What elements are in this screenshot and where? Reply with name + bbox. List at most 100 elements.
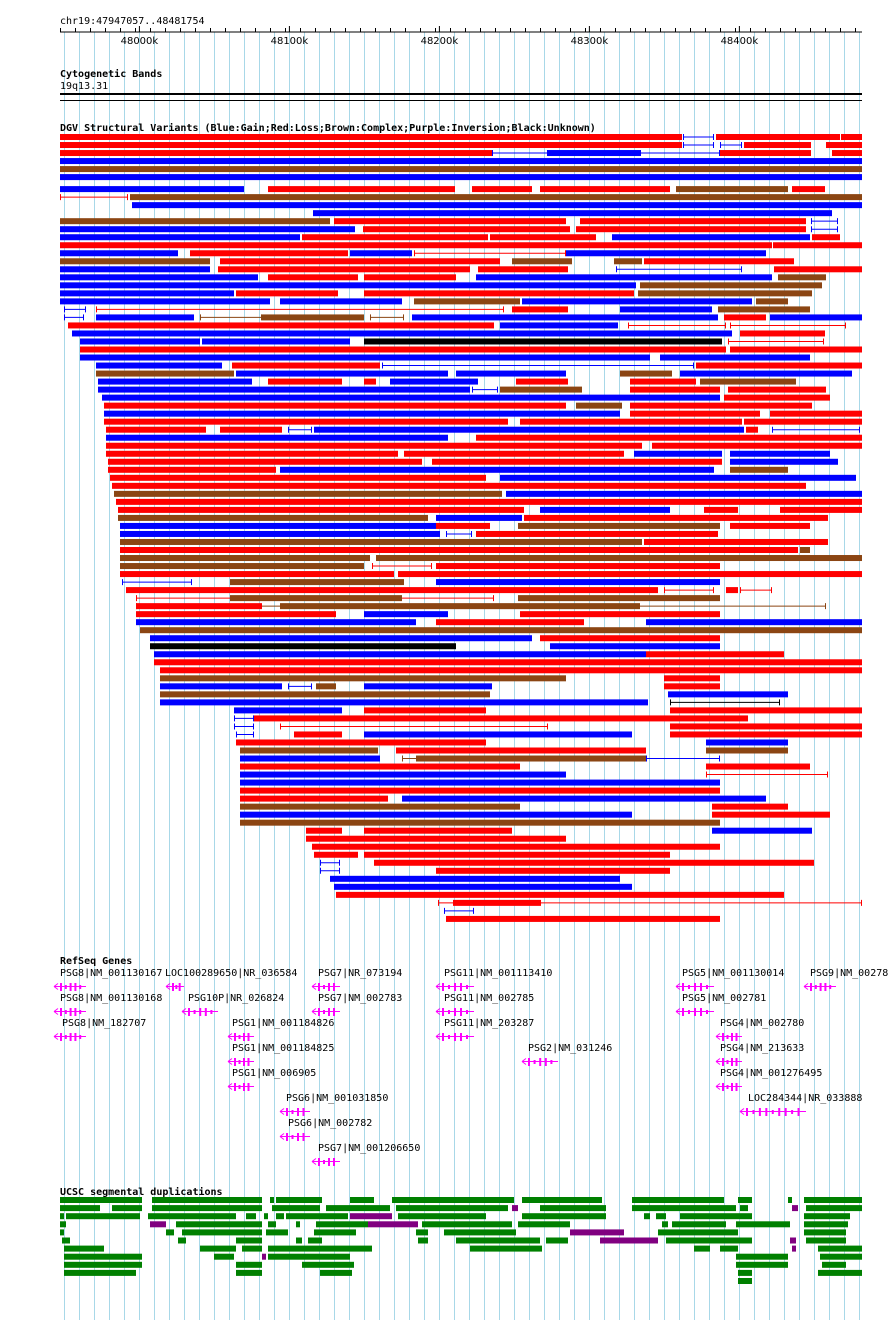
segmental-duplication[interactable]	[296, 1237, 302, 1244]
dgv-variant[interactable]	[60, 242, 772, 249]
dgv-variant[interactable]	[60, 298, 270, 305]
dgv-variant[interactable]	[506, 490, 862, 497]
gene-model[interactable]	[279, 1108, 310, 1116]
dgv-variant[interactable]	[330, 875, 620, 882]
dgv-variant[interactable]	[414, 298, 520, 305]
segmental-duplication[interactable]	[806, 1205, 862, 1212]
dgv-variant[interactable]	[60, 290, 234, 297]
dgv-variant[interactable]	[316, 683, 336, 690]
dgv-variant[interactable]	[720, 150, 811, 157]
dgv-variant[interactable]	[436, 522, 490, 529]
dgv-variant[interactable]	[336, 891, 784, 898]
gene-model[interactable]	[675, 983, 714, 991]
segmental-duplication[interactable]	[540, 1205, 606, 1212]
dgv-variant[interactable]	[240, 803, 520, 810]
dgv-variant[interactable]	[112, 482, 806, 489]
dgv-variant[interactable]	[240, 811, 632, 818]
dgv-variant[interactable]	[120, 530, 440, 537]
dgv-variant[interactable]	[364, 290, 634, 297]
segmental-duplication[interactable]	[326, 1205, 390, 1212]
dgv-variant[interactable]	[472, 186, 532, 193]
dgv-variant[interactable]	[364, 378, 376, 385]
segmental-duplication[interactable]	[236, 1261, 262, 1268]
dgv-variant[interactable]	[712, 827, 812, 834]
dgv-variant[interactable]	[60, 174, 862, 181]
segmental-duplication[interactable]	[286, 1213, 348, 1220]
dgv-variant[interactable]	[680, 370, 852, 377]
segmental-duplication[interactable]	[368, 1221, 418, 1228]
gene-model[interactable]	[803, 983, 836, 991]
dgv-variant[interactable]	[404, 450, 624, 457]
dgv-variant[interactable]	[136, 619, 416, 626]
dgv-variant[interactable]	[364, 827, 512, 834]
dgv-variant[interactable]	[236, 370, 448, 377]
dgv-variant[interactable]	[294, 731, 342, 738]
segmental-duplication[interactable]	[396, 1205, 508, 1212]
segmental-duplication[interactable]	[804, 1221, 848, 1228]
dgv-variant[interactable]	[478, 266, 568, 273]
segmental-duplication[interactable]	[214, 1253, 234, 1260]
dgv-variant[interactable]	[540, 635, 720, 642]
segmental-duplication[interactable]	[350, 1213, 392, 1220]
dgv-variant[interactable]	[668, 691, 788, 698]
segmental-duplication[interactable]	[268, 1245, 372, 1252]
dgv-variant[interactable]	[306, 835, 566, 842]
segmental-duplication[interactable]	[806, 1237, 846, 1244]
segmental-duplication[interactable]	[804, 1229, 846, 1236]
dgv-variant[interactable]	[476, 530, 718, 537]
segmental-duplication[interactable]	[680, 1213, 752, 1220]
dgv-variant[interactable]	[136, 611, 336, 618]
dgv-variant[interactable]	[718, 306, 810, 313]
dgv-variant[interactable]	[780, 506, 862, 513]
segmental-duplication[interactable]	[522, 1213, 606, 1220]
segmental-duplication[interactable]	[314, 1229, 356, 1236]
segmental-duplication[interactable]	[792, 1245, 796, 1252]
dgv-variant[interactable]	[744, 418, 862, 425]
dgv-variant[interactable]	[218, 266, 470, 273]
dgv-variant[interactable]	[730, 450, 830, 457]
dgv-variant[interactable]	[832, 150, 862, 157]
segmental-duplication[interactable]	[822, 1261, 846, 1268]
dgv-variant[interactable]	[314, 426, 744, 433]
dgv-variant[interactable]	[396, 747, 646, 754]
gene-model[interactable]	[435, 1033, 474, 1041]
dgv-variant[interactable]	[518, 595, 720, 602]
segmental-duplication[interactable]	[666, 1237, 752, 1244]
dgv-variant[interactable]	[60, 134, 682, 140]
dgv-variant[interactable]	[60, 258, 210, 265]
dgv-variant[interactable]	[108, 458, 422, 465]
dgv-variant[interactable]	[232, 362, 380, 369]
dgv-variant[interactable]	[724, 314, 766, 321]
dgv-variant[interactable]	[550, 643, 720, 650]
dgv-variant[interactable]	[620, 370, 672, 377]
segmental-duplication[interactable]	[350, 1197, 374, 1203]
dgv-variant[interactable]	[744, 142, 811, 149]
segmental-duplication[interactable]	[570, 1229, 624, 1236]
dgv-variant[interactable]	[60, 142, 682, 149]
dgv-variant[interactable]	[240, 779, 720, 786]
segmental-duplication[interactable]	[176, 1221, 262, 1228]
dgv-variant[interactable]	[60, 158, 862, 165]
dgv-variant[interactable]	[240, 755, 380, 762]
segmental-duplication[interactable]	[262, 1253, 266, 1260]
dgv-variant[interactable]	[812, 234, 840, 241]
dgv-variant[interactable]	[432, 458, 722, 465]
dgv-variant[interactable]	[154, 651, 646, 658]
dgv-variant[interactable]	[160, 699, 648, 706]
dgv-variant[interactable]	[644, 258, 794, 265]
segmental-duplication[interactable]	[820, 1253, 862, 1260]
dgv-variant[interactable]	[778, 274, 826, 281]
dgv-variant[interactable]	[106, 426, 206, 433]
segmental-duplication[interactable]	[518, 1221, 570, 1228]
segmental-duplication[interactable]	[600, 1237, 658, 1244]
dgv-variant[interactable]	[60, 234, 300, 241]
dgv-variant[interactable]	[306, 827, 342, 834]
segmental-duplication[interactable]	[456, 1237, 540, 1244]
dgv-variant[interactable]	[576, 226, 806, 233]
gene-model[interactable]	[675, 1008, 714, 1016]
dgv-variant[interactable]	[630, 402, 812, 409]
segmental-duplication[interactable]	[738, 1278, 752, 1284]
dgv-variant[interactable]	[160, 675, 566, 682]
dgv-variant[interactable]	[120, 522, 436, 529]
segmental-duplication[interactable]	[720, 1245, 738, 1252]
